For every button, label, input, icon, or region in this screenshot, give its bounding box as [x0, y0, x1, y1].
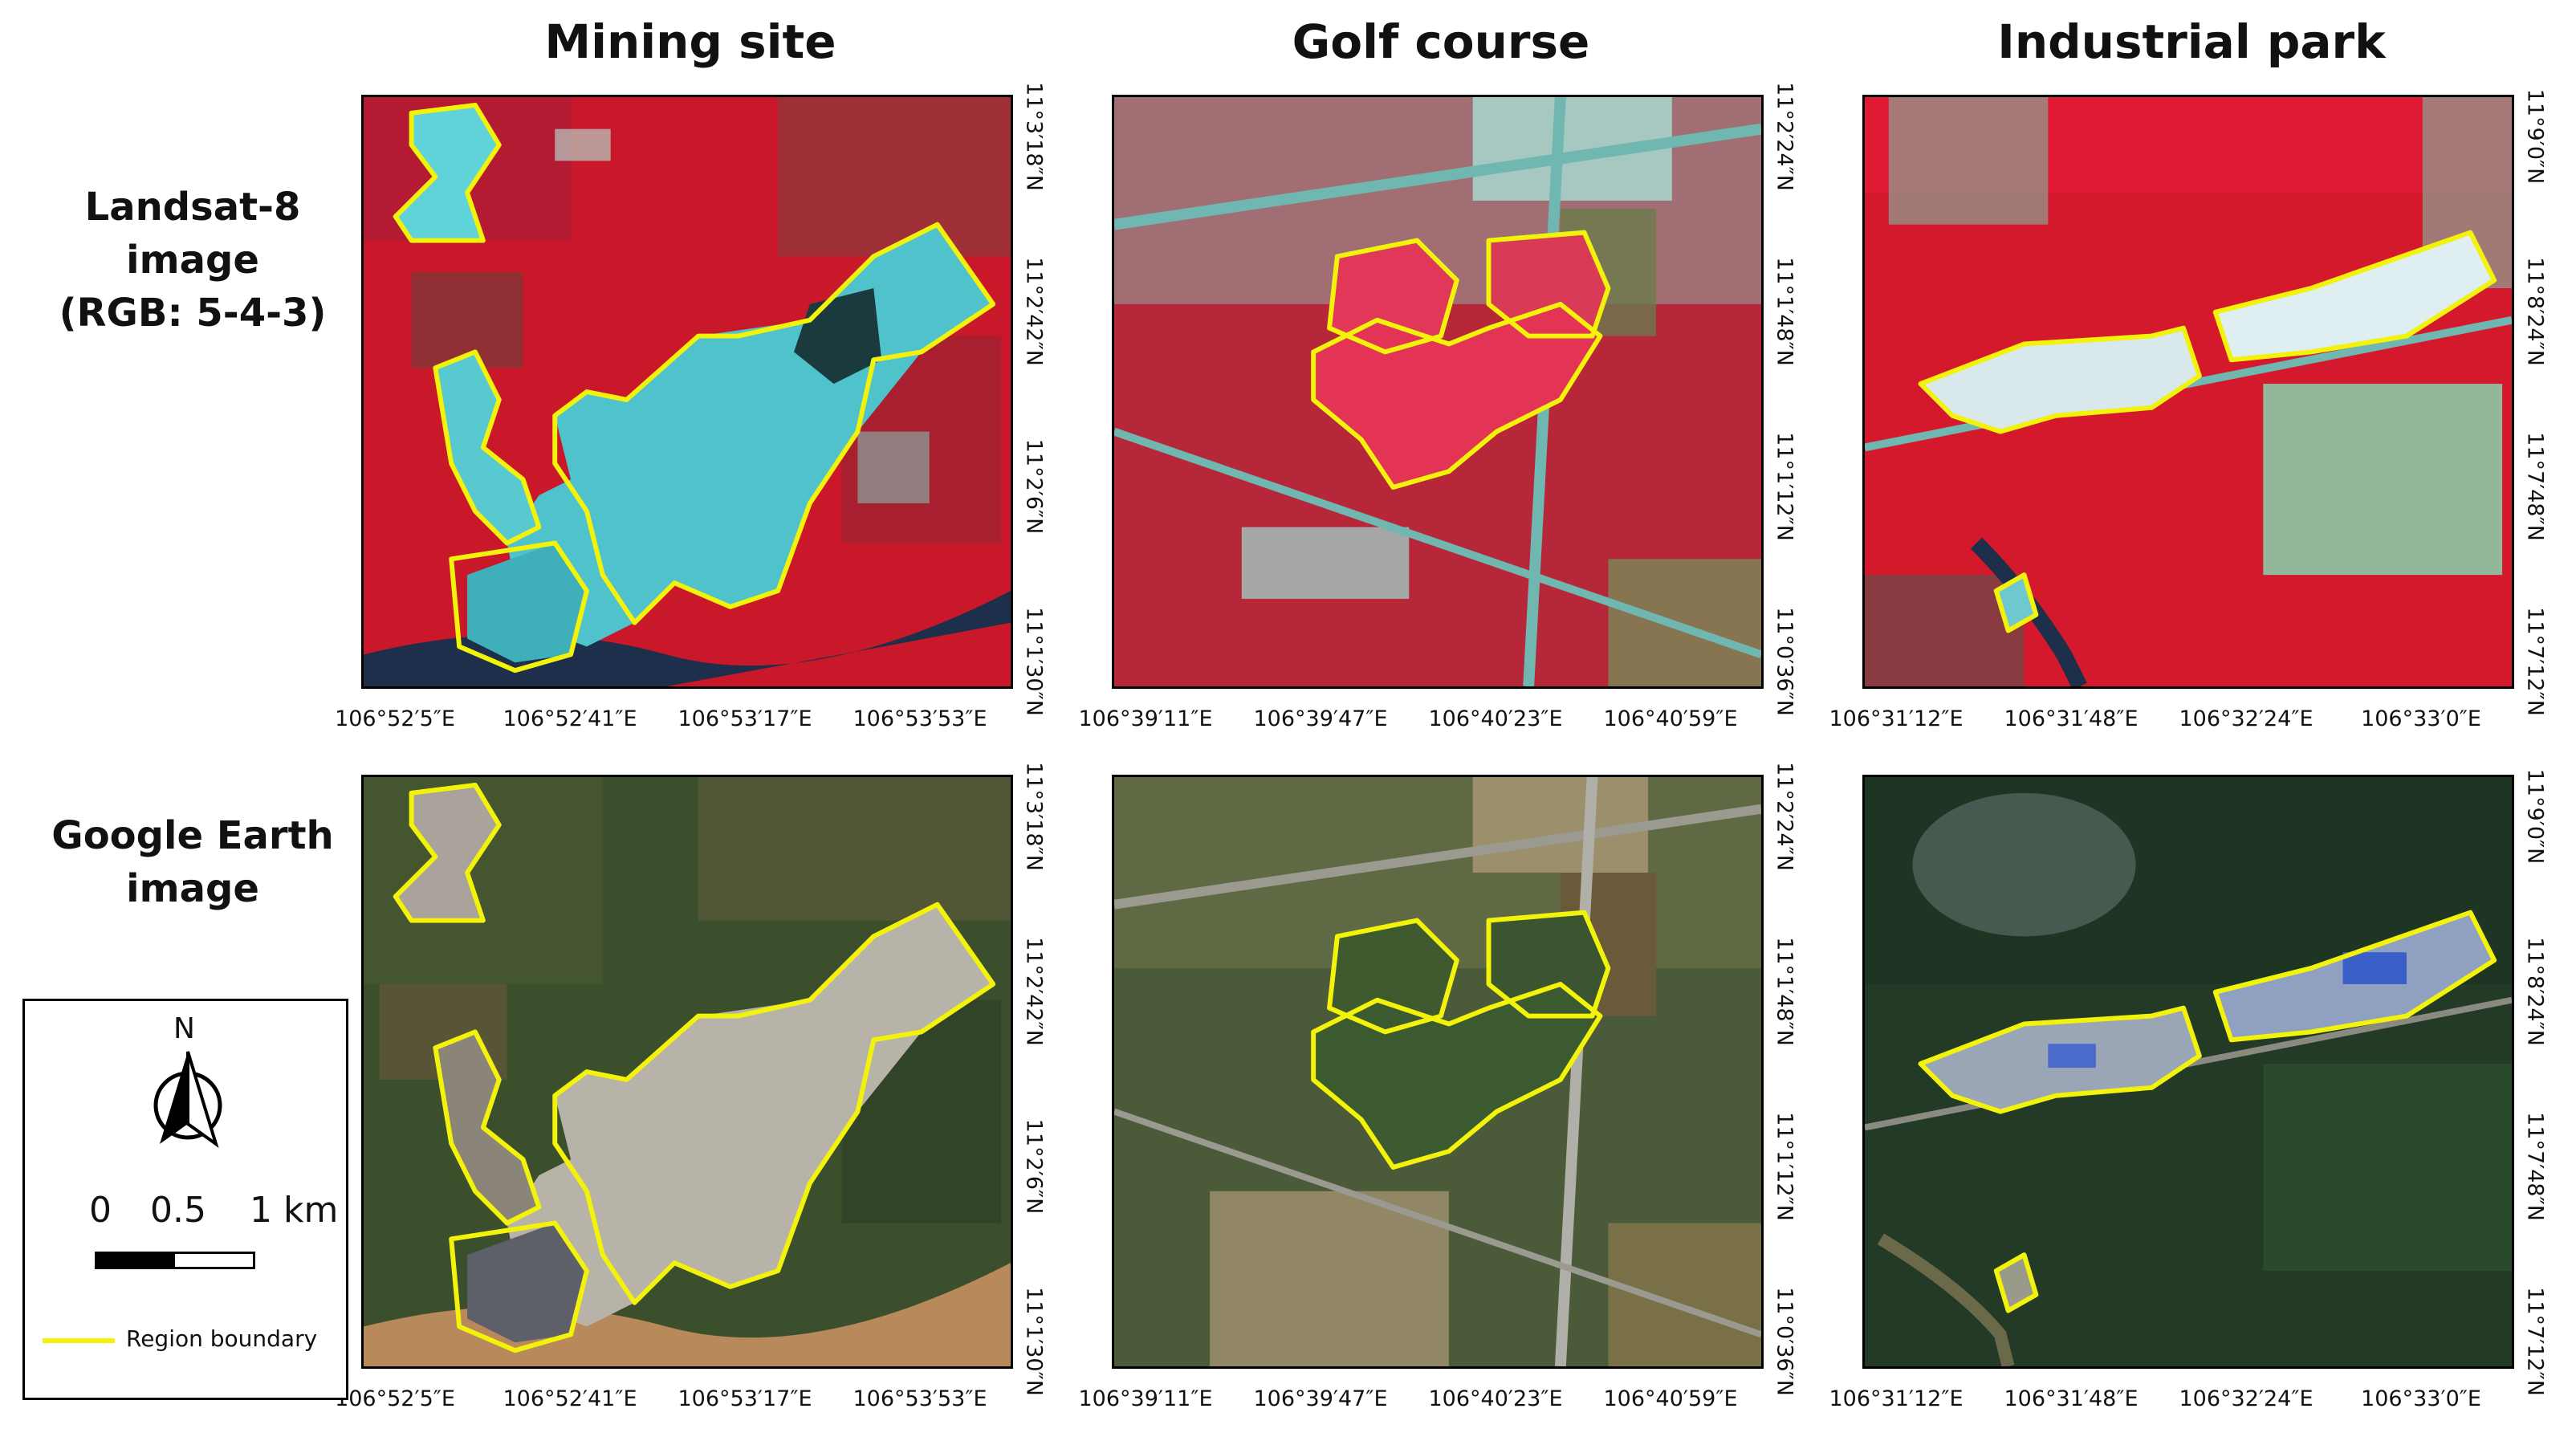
- lat-tick: 11°2′24″N: [1772, 82, 1797, 191]
- lon-tick: 106°40′23″E: [1428, 1386, 1563, 1411]
- col-title-industrial: Industrial park: [1997, 14, 2386, 69]
- lon-tick: 106°32′24″E: [2179, 1386, 2314, 1411]
- lon-tick: 106°32′24″E: [2179, 706, 2314, 731]
- lon-tick: 106°40′59″E: [1603, 706, 1738, 731]
- lat-tick: 11°1′48″N: [1772, 257, 1797, 366]
- lon-tick: 106°52′5″E: [335, 706, 455, 731]
- col-title-golf: Golf course: [1292, 14, 1590, 69]
- row-label-google-line1: Google Earth: [51, 813, 334, 858]
- lon-tick: 106°53′17″E: [678, 1386, 812, 1411]
- row-label-landsat-line1: Landsat-8: [84, 185, 301, 230]
- lat-tick: 11°9′0″N: [2522, 768, 2548, 865]
- lat-tick: 11°3′18″N: [1021, 82, 1047, 191]
- lon-tick: 106°39′47″E: [1253, 1386, 1388, 1411]
- lat-tick: 11°3′18″N: [1021, 762, 1047, 871]
- map-legend: N 0 0.5 1 km Region boundary: [22, 999, 348, 1400]
- row-label-google: Google Earth image: [24, 809, 361, 915]
- lat-tick: 11°1′30″N: [1021, 607, 1047, 716]
- lon-tick: 106°39′47″E: [1253, 706, 1388, 731]
- lon-tick: 106°40′59″E: [1603, 1386, 1738, 1411]
- lon-tick: 106°39′11″E: [1078, 706, 1213, 731]
- lon-tick: 106°53′53″E: [853, 706, 987, 731]
- lon-tick: 106°31′12″E: [1829, 706, 1964, 731]
- lat-tick: 11°7′12″N: [2522, 1287, 2548, 1396]
- boundary-legend-label: Region boundary: [126, 1325, 318, 1352]
- lon-tick: 106°52′41″E: [503, 706, 637, 731]
- lat-tick: 11°8′24″N: [2522, 937, 2548, 1046]
- col-title-mining: Mining site: [544, 14, 836, 69]
- lon-tick: 106°33′0″E: [2361, 1386, 2481, 1411]
- north-label: N: [173, 1012, 195, 1045]
- lon-tick: 106°31′48″E: [2004, 706, 2139, 731]
- boundary-legend-line: [43, 1338, 115, 1343]
- lat-tick: 11°9′0″N: [2522, 88, 2548, 185]
- lat-tick: 11°2′6″N: [1021, 1118, 1047, 1215]
- lat-tick: 11°0′36″N: [1772, 1287, 1797, 1396]
- lat-tick: 11°2′6″N: [1021, 438, 1047, 535]
- lon-tick: 106°40′23″E: [1428, 706, 1563, 731]
- row-label-google-line2: image: [126, 866, 259, 911]
- lat-tick: 11°7′48″N: [2522, 1112, 2548, 1221]
- row-label-landsat: Landsat-8 image (RGB: 5-4-3): [24, 181, 361, 340]
- scale-label-max: 1 km: [250, 1190, 339, 1231]
- lon-tick: 106°52′41″E: [503, 1386, 637, 1411]
- lat-tick: 11°2′24″N: [1772, 762, 1797, 871]
- lat-tick: 11°1′12″N: [1772, 1112, 1797, 1221]
- lat-tick: 11°7′12″N: [2522, 607, 2548, 716]
- lon-tick: 106°53′53″E: [853, 1386, 987, 1411]
- north-arrow-icon: [153, 1051, 222, 1149]
- google-mining-panel: [361, 775, 1013, 1369]
- scale-bar: [95, 1252, 255, 1269]
- lon-tick: 106°31′12″E: [1829, 1386, 1964, 1411]
- lat-tick: 11°1′12″N: [1772, 432, 1797, 541]
- google-industrial-panel: [1862, 775, 2514, 1369]
- lat-tick: 11°7′48″N: [2522, 432, 2548, 541]
- lat-tick: 11°1′30″N: [1021, 1287, 1047, 1396]
- lat-tick: 11°0′36″N: [1772, 607, 1797, 716]
- lon-tick: 106°53′17″E: [678, 706, 812, 731]
- lat-tick: 11°2′42″N: [1021, 937, 1047, 1046]
- scale-label-0: 0: [89, 1190, 112, 1231]
- lat-tick: 11°1′48″N: [1772, 937, 1797, 1046]
- lon-tick: 106°39′11″E: [1078, 1386, 1213, 1411]
- row-label-landsat-line2: image: [126, 238, 259, 283]
- landsat-golf-panel: [1112, 95, 1764, 689]
- landsat-industrial-panel: [1862, 95, 2514, 689]
- lat-tick: 11°2′42″N: [1021, 257, 1047, 366]
- scale-label-mid: 0.5: [150, 1190, 206, 1231]
- lon-tick: 106°31′48″E: [2004, 1386, 2139, 1411]
- lon-tick: 106°52′5″E: [335, 1386, 455, 1411]
- google-golf-panel: [1112, 775, 1764, 1369]
- landsat-mining-panel: [361, 95, 1013, 689]
- lat-tick: 11°8′24″N: [2522, 257, 2548, 366]
- lon-tick: 106°33′0″E: [2361, 706, 2481, 731]
- row-label-landsat-line3: (RGB: 5-4-3): [59, 291, 327, 336]
